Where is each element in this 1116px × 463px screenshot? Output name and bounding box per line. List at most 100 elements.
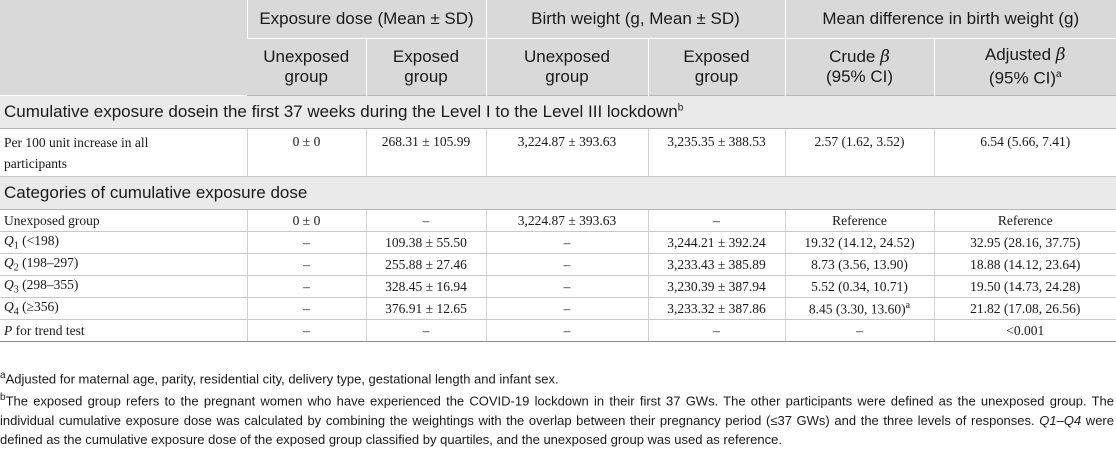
header-dose-exposed: Exposed group: [365, 38, 486, 96]
cell-value: 3,230.39 ± 387.94: [667, 278, 766, 294]
section-cumulative-exposure: Cumulative exposure dosein the first 37 …: [0, 95, 1116, 129]
cell: –: [246, 231, 366, 254]
header-text: (95% CI): [825, 67, 894, 86]
cell: 3,224.87 ± 393.63: [485, 209, 648, 232]
cell: –: [784, 319, 934, 342]
cell: 109.38 ± 55.50: [365, 231, 486, 254]
category-rows: Unexposed group 0 ± 0 – 3,224.87 ± 393.63 – R…: [0, 209, 1116, 342]
table-row: Per 100 unit increase in all participants…: [0, 128, 1116, 177]
cell: –: [485, 297, 648, 320]
cell-value: –: [422, 212, 430, 228]
cell-value: 3,244.21 ± 392.24: [667, 234, 766, 250]
cell-value: 3,233.43 ± 385.89: [667, 256, 766, 272]
cell-value: –: [563, 256, 571, 272]
cell: –: [485, 275, 648, 298]
cell: 268.31 ± 105.99: [365, 128, 486, 177]
beta-symbol: β: [880, 47, 890, 67]
header-text: Exposed: [392, 47, 460, 66]
header-text: Unexposed: [523, 47, 610, 66]
cell-value: 109.38 ± 55.50: [385, 234, 467, 250]
footnote-text: Adjusted for maternal age, parity, resid…: [5, 371, 559, 387]
cell-value: –: [563, 300, 571, 316]
cell: –: [485, 253, 648, 276]
header-text: group: [694, 67, 739, 86]
header-text: Exposed: [683, 47, 750, 66]
cell: 19.50 (14.73, 24.28): [933, 275, 1116, 298]
cell: 8.45 (3.30, 13.60)a: [784, 297, 934, 320]
row-label-text: Per 100 unit increase in all: [4, 135, 149, 150]
row-label-text: Unexposed group: [4, 212, 100, 228]
footnote-mark: a: [1056, 69, 1062, 81]
cell-value: 32.95 (28.16, 37.75): [970, 234, 1081, 250]
header-text: Adjusted: [984, 45, 1056, 65]
cell: 2.57 (1.62, 3.52): [784, 128, 934, 177]
cell-value: –: [713, 212, 720, 228]
header-crude-beta: Crude β (95% CI): [784, 38, 934, 96]
table-row: Q3 (298–355) – 328.45 ± 16.94 – 3,230.39 ± 3…: [0, 275, 1116, 298]
cell-value: –: [303, 234, 310, 250]
table-row: Unexposed group 0 ± 0 – 3,224.87 ± 393.63 – R…: [0, 209, 1116, 232]
cell: 6.54 (5.66, 7.41): [933, 128, 1116, 177]
header-text: Unexposed: [263, 47, 350, 66]
cell: –: [246, 319, 366, 342]
cell-value: Reference: [997, 212, 1053, 228]
row-label: Q4 (≥356): [0, 297, 247, 320]
cell: 0 ± 0: [246, 128, 366, 177]
cell: Reference: [933, 209, 1116, 232]
header-weight-unexposed: Unexposed group: [485, 38, 648, 96]
row-label-symbol: Q: [4, 299, 14, 315]
header-weight-exposed: Exposed group: [647, 38, 785, 96]
table-row: Q2 (198–297) – 255.88 ± 27.46 – 3,233.43 ± 3…: [0, 253, 1116, 276]
row-label-text: for trend test: [12, 322, 85, 338]
cell-value: 8.45 (3.30, 13.60): [808, 301, 906, 317]
cell: 19.32 (14.12, 24.52): [784, 231, 934, 254]
cell: 3,224.87 ± 393.63: [485, 128, 648, 177]
cell-value: –: [303, 278, 310, 294]
cell-value: 18.88 (14.12, 23.64): [970, 256, 1081, 272]
cell: 5.52 (0.34, 10.71): [784, 275, 934, 298]
cell: –: [246, 297, 366, 320]
row-label-subscript: 2: [13, 262, 19, 274]
row-label-text: (298–355): [18, 277, 79, 293]
cell: 3,235.35 ± 388.53: [647, 128, 785, 177]
cell: 8.73 (3.56, 13.90): [784, 253, 934, 276]
header-empty-cell: [0, 0, 247, 96]
cell-value: 19.50 (14.73, 24.28): [970, 278, 1081, 294]
cell-value: –: [422, 322, 430, 338]
cell: 255.88 ± 27.46: [365, 253, 486, 276]
beta-symbol: β: [1055, 45, 1066, 66]
header-row-subgroups: Unexposed group Exposed group Unexposed …: [0, 38, 1116, 96]
cell: 376.91 ± 12.65: [365, 297, 486, 320]
header-adjusted-beta: Adjusted β (95% CI)a: [933, 38, 1116, 96]
footnote-text: were defined as the cumulative exposure …: [0, 412, 1114, 447]
footnote-text: The exposed group refers to the pregnant…: [0, 393, 1114, 428]
table-row: Q4 (≥356) – 376.91 ± 12.65 – 3,233.32 ± 387.…: [0, 297, 1116, 320]
footnote-mark: b: [0, 392, 6, 404]
row-label-symbol: Q: [4, 277, 14, 293]
cell: –: [647, 209, 785, 232]
footnote-a: aAdjusted for maternal age, parity, resi…: [0, 366, 1114, 388]
cell: 3,244.21 ± 392.24: [647, 231, 785, 254]
cell-value: –: [856, 322, 863, 338]
cell: 0 ± 0: [246, 209, 366, 232]
header-text: (95% CI): [988, 68, 1056, 88]
cell-value: –: [563, 322, 571, 338]
cell-value: 5.52 (0.34, 10.71): [811, 278, 908, 294]
cell-value: Reference: [832, 212, 887, 228]
row-label: P for trend test: [0, 319, 247, 342]
header-text: group: [284, 67, 328, 86]
cell-value: 19.32 (14.12, 24.52): [804, 234, 915, 250]
cell: 3,230.39 ± 387.94: [647, 275, 785, 298]
row-label-symbol: P: [4, 322, 13, 338]
header-exposure-dose: Exposure dose (Mean ± SD): [246, 0, 486, 39]
row-label-text: (<198): [18, 233, 59, 249]
cell: 32.95 (28.16, 37.75): [933, 231, 1116, 254]
row-label-text: (≥356): [18, 299, 59, 315]
row-label: Q1 (<198): [0, 231, 247, 254]
cell-value: 3,224.87 ± 393.63: [517, 212, 617, 228]
header-row-groups: Exposure dose (Mean ± SD) Birth weight (…: [0, 0, 1116, 96]
cell: –: [365, 319, 486, 342]
cell-value: –: [303, 322, 310, 338]
row-label-subscript: 3: [13, 284, 19, 296]
cell: Reference: [784, 209, 934, 232]
